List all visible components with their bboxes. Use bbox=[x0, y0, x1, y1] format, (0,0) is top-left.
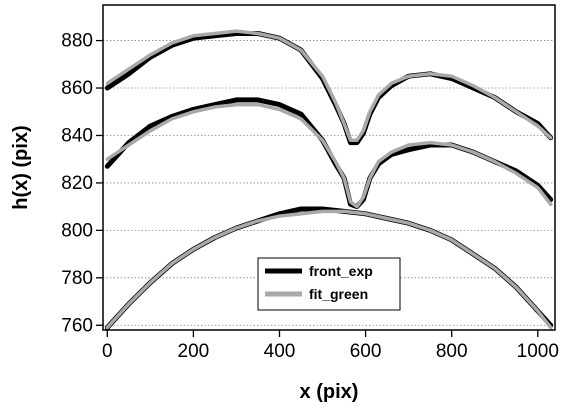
plot-frame bbox=[102, 4, 556, 331]
y-axis: 760 780 800 820 840 860 880 bbox=[61, 31, 103, 336]
y-tick-label: 780 bbox=[61, 268, 93, 289]
legend-label-front-exp: front_exp bbox=[309, 263, 373, 279]
x-tick-label: 800 bbox=[436, 341, 468, 362]
legend: front_exp fit_green bbox=[257, 257, 401, 311]
series-fit-green-curve-2 bbox=[105, 102, 553, 209]
y-tick-label: 760 bbox=[61, 315, 93, 336]
x-axis: 0 200 400 600 800 1000 bbox=[102, 330, 559, 362]
legend-label-fit-green: fit_green bbox=[309, 286, 368, 302]
x-tick-label: 400 bbox=[264, 341, 296, 362]
y-tick-label: 880 bbox=[61, 31, 93, 52]
x-tick-label: 1000 bbox=[517, 341, 559, 362]
series-fit-green-curve-3 bbox=[105, 209, 553, 330]
series-fit-green-curve-1 bbox=[105, 29, 553, 142]
legend-box bbox=[257, 257, 401, 311]
series-front-exp-curve-1 bbox=[104, 31, 554, 146]
data-curves bbox=[104, 29, 554, 331]
y-tick-label: 840 bbox=[61, 125, 93, 146]
x-tick-label: 600 bbox=[350, 341, 382, 362]
y-tick-label: 860 bbox=[61, 78, 93, 99]
x-tick-label: 0 bbox=[102, 341, 113, 362]
y-tick-label: 800 bbox=[61, 220, 93, 241]
y-axis-title: h(x) (pix) bbox=[10, 125, 32, 209]
x-tick-label: 200 bbox=[178, 341, 210, 362]
x-axis-title: x (pix) bbox=[300, 381, 359, 403]
y-tick-label: 820 bbox=[61, 173, 93, 194]
